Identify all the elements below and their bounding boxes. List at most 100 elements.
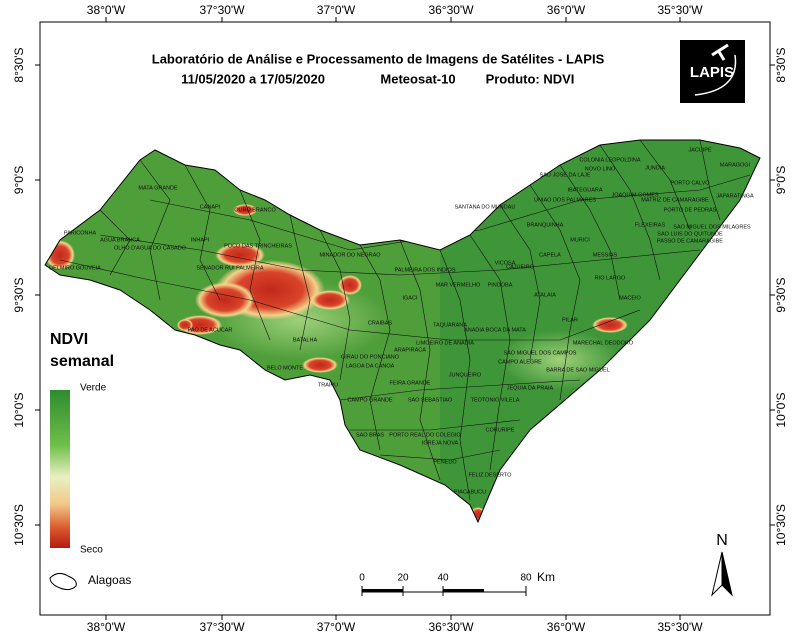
municipality-label: SAO LUIS DO QUITUNDE [657, 231, 723, 237]
north-label: N [716, 532, 728, 549]
municipality-label: JEQUIA DA PRAIA [507, 385, 554, 391]
municipality-label: CAPELA [539, 252, 561, 258]
municipality-label: PENEDO [433, 459, 457, 465]
color-ramp [50, 390, 70, 548]
graticule-label: 9°30'S [12, 277, 26, 312]
scale-tick: 40 [437, 573, 449, 584]
municipality-label: UNIAO DOS PALMARES [534, 197, 596, 203]
legend-low: Seco [80, 545, 103, 556]
municipality-label: COLONIA LEOPOLDINA [579, 157, 640, 163]
graticule-label: 9°30'S [774, 277, 788, 312]
legend-high: Verde [80, 383, 107, 394]
municipality-label: LIMOEIRO DE ANADIA [416, 340, 474, 346]
municipality-label: IBATEGUARA [567, 187, 602, 193]
graticule-label: 38°0'W [87, 3, 126, 17]
graticule-label: 36°0'W [547, 620, 586, 634]
graticule-label: 10°0'S [12, 392, 26, 427]
municipality-label: FEIRA GRANDE [390, 380, 431, 386]
municipality-label: OURO BRANCO [234, 207, 276, 213]
municipality-label: SAO MIGUEL DOS CAMPOS [504, 350, 577, 356]
product: Produto: NDVI [486, 71, 575, 86]
municipality-label: TAQUARANA [433, 322, 467, 328]
municipality-label: MATRIZ DE CAMARAGIBE [641, 197, 709, 203]
municipality-label: PAO DE ACUCAR [188, 327, 233, 333]
graticule-label: 37°0'W [317, 620, 356, 634]
municipality-label: MATA GRANDE [138, 185, 178, 191]
graticule-label: 35°30'W [657, 620, 703, 634]
municipality-label: SAO SEBASTIAO [408, 397, 453, 403]
satellite: Meteosat-10 [380, 71, 455, 86]
graticule-label: 8°30'S [12, 47, 26, 82]
logo: LAPIS [680, 40, 745, 103]
municipality-label: LAGOA DA CANOA [346, 363, 395, 369]
municipality-label: PASSO DE CAMARAGIBE [657, 238, 723, 244]
graticule-label: 10°30'S [12, 504, 26, 546]
graticule-label: 9°0'S [774, 166, 788, 194]
legend-boundary: Alagoas [88, 573, 131, 587]
scale-tick: 0 [359, 573, 365, 584]
graticule-label: 35°30'W [657, 3, 703, 17]
municipality-label: SAO JOSE DA LAJE [539, 172, 590, 178]
municipality-label: RIO LARGO [595, 275, 626, 281]
municipality-label: PIACABUCU [454, 489, 486, 495]
municipality-label: TRAIPU [318, 382, 338, 388]
graticule-label: 10°30'S [774, 504, 788, 546]
municipality-label: CANAPI [200, 204, 221, 210]
municipality-label: PORTO CALVO [670, 180, 710, 186]
municipality-label: JAPARATINGA [716, 193, 754, 199]
municipality-label: SAO MIGUEL DOS MILAGRES [673, 224, 751, 230]
municipality-label: FELIZ DESERTO [469, 472, 513, 478]
municipality-label: MESSIAS [593, 252, 618, 258]
municipality-label: CAMPO ALEGRE [498, 359, 542, 365]
scale-unit: Km [537, 570, 555, 584]
graticule-label: 37°30'W [199, 3, 245, 17]
graticule-label: 37°30'W [199, 620, 245, 634]
municipality-label: BELO MONTE [267, 365, 303, 371]
municipality-label: GIRAU DO PONCIANO [341, 354, 400, 360]
municipality-label: FLEXEIRAS [635, 222, 666, 228]
municipality-label: NOVO LINO [585, 166, 616, 172]
municipality-label: CRAIBAS [368, 320, 392, 326]
municipality-label: DELMIRO GOUVEIA [49, 265, 101, 271]
title: Laboratório de Análise e Processamento d… [152, 51, 605, 66]
date-range: 11/05/2020 a 17/05/2020 [181, 71, 325, 86]
legend-title: semanal [50, 353, 114, 370]
municipality-label: MAR VERMELHO [436, 282, 481, 288]
municipality-label: SENADOR RUI PALMEIRA [196, 265, 263, 271]
municipality-label: IGREJA NOVA [422, 440, 459, 446]
municipality-label: CAMPO GRANDE [347, 397, 393, 403]
graticule-label: 36°30'W [428, 620, 474, 634]
municipality-label: BATALHA [293, 337, 318, 343]
municipality-label: IGACI [403, 295, 418, 301]
municipality-label: CAJUEIRO [506, 264, 535, 270]
graticule-label: 8°30'S [774, 47, 788, 82]
legend: NDVI semanal Verde Seco Alagoas [49, 331, 131, 591]
municipality-label: SAO BRAS [356, 432, 384, 438]
municipality-label: AGUA BRANCA [100, 237, 140, 243]
municipality-labels: COLONIA LEOPOLDINA JACUIPE MARAGOGI NOVO LI… [49, 147, 754, 495]
municipality-label: ANADIA BOCA DA MATA [464, 327, 526, 333]
municipality-label: ARAPIRACA [394, 347, 426, 353]
scale-tick: 20 [397, 573, 409, 584]
municipality-label: JOAQUIM GOMES [611, 192, 658, 198]
graticule-label: 10°0'S [774, 392, 788, 427]
municipality-label: ATALAIA [534, 292, 556, 298]
legend-title: NDVI [50, 331, 88, 348]
municipality-label: PINDOBA [488, 282, 513, 288]
logo-text: LAPIS [690, 64, 734, 81]
municipality-label: SANTANA DO MUNDAU [455, 204, 516, 210]
municipality-label: JUNQUEIRO [449, 372, 482, 378]
municipality-label: JACUIPE [688, 147, 712, 153]
municipality-label: TEOTONIO VILELA [471, 397, 520, 403]
municipality-label: MARECHAL DEODORO [573, 340, 634, 346]
municipality-label: MURICI [570, 237, 590, 243]
graticule-label: 36°30'W [428, 3, 474, 17]
municipality-label: POCO DAS TRINCHEIRAS [224, 243, 292, 249]
boundary-symbol [49, 572, 77, 591]
municipality-label: MINADOR DO NEGRAO [319, 252, 381, 258]
graticule-label: 9°0'S [12, 166, 26, 194]
municipality-label: VICOSA [495, 260, 516, 266]
municipality-label: MACEIO [619, 295, 641, 301]
municipality-label: CORURIPE [485, 427, 514, 433]
